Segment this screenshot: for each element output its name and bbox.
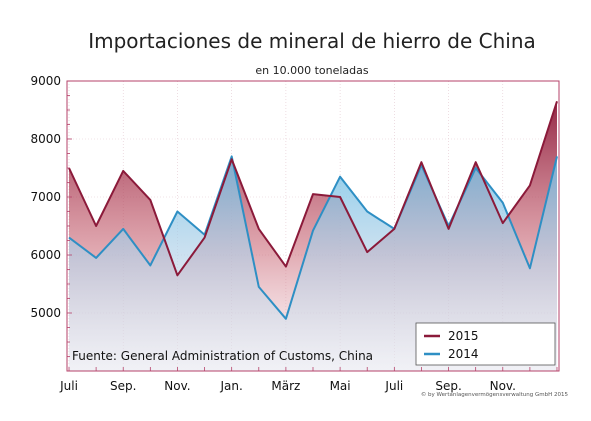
y-tick-label: 7000 <box>30 190 61 204</box>
series-lines <box>68 100 558 320</box>
y-tick-label: 5000 <box>30 306 61 320</box>
series-areas <box>69 101 557 371</box>
y-tick-label: 8000 <box>30 132 61 146</box>
legend: 2015 2014 <box>415 322 556 366</box>
legend-label-2014: 2014 <box>448 347 479 361</box>
chart-subtitle: en 10.000 toneladas <box>255 64 369 77</box>
legend-label-2015: 2015 <box>448 329 479 343</box>
x-axis: Juli Sep. Nov. Jan. März Mai Juli Sep. Nov. <box>59 367 558 393</box>
x-tick-label: Nov. <box>490 379 516 393</box>
x-tick-label: Nov. <box>164 379 190 393</box>
y-tick-label: 6000 <box>30 248 61 262</box>
chart-title: Importaciones de mineral de hierro de Ch… <box>88 29 536 53</box>
x-tick-label: Juli <box>384 379 403 393</box>
x-tick-label: Mai <box>330 379 351 393</box>
x-tick-label: Sep. <box>110 379 136 393</box>
x-tick-label: Juli <box>59 379 78 393</box>
y-axis: 9000 8000 7000 6000 5000 <box>30 74 72 372</box>
y-tick-label: 9000 <box>30 74 61 88</box>
x-tick-label: März <box>271 379 300 393</box>
line-series-2014 <box>68 155 558 320</box>
legend-box <box>415 322 556 366</box>
line-series-2015 <box>68 100 558 277</box>
area-series-2014 <box>69 156 557 371</box>
x-tick-label: Jan. <box>220 379 243 393</box>
source-note: Fuente: General Administration of Custom… <box>72 349 373 363</box>
x-tick-label: Sep. <box>435 379 461 393</box>
copyright-note: © by Wertanlagenvermögensverwaltung GmbH… <box>421 391 569 398</box>
